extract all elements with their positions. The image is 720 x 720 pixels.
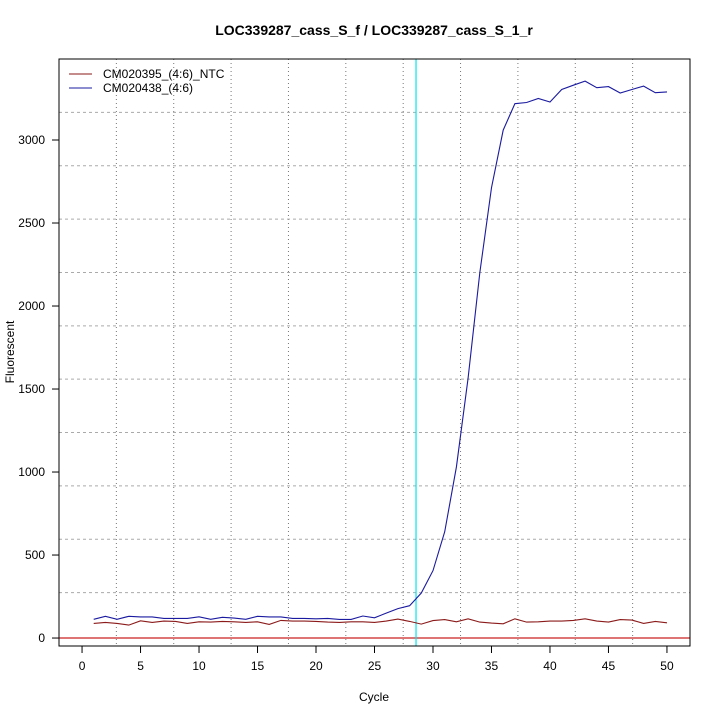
x-tick-label: 0 [79,659,86,673]
y-tick-label: 1500 [18,382,45,396]
chart-title: LOC339287_cass_S_f / LOC339287_cass_S_1_… [215,22,533,38]
series-line-1 [93,618,668,626]
y-tick-label: 0 [38,631,45,645]
x-tick-label: 45 [602,659,616,673]
x-tick-label: 5 [137,659,144,673]
legend-label-2: CM020438_(4:6) [103,81,193,95]
x-axis-label: Cycle [359,690,389,704]
x-axis: 0 5 10 15 20 25 30 35 40 45 50 [79,645,674,673]
y-tick-label: 1000 [18,465,45,479]
x-tick-label: 20 [309,659,323,673]
y-tick-label: 2000 [18,299,45,313]
x-tick-label: 15 [251,659,265,673]
chart-marks [59,59,690,646]
x-tick-label: 35 [485,659,499,673]
x-tick-label: 50 [660,659,674,673]
y-axis: 0 500 1000 1500 2000 2500 3000 [18,133,60,645]
plot-box [58,58,691,647]
series-line-2 [93,80,668,620]
y-tick-label: 2500 [18,216,45,230]
y-tick-label: 500 [25,548,45,562]
x-tick-label: 30 [426,659,440,673]
legend-label-1: CM020395_(4:6)_NTC [103,67,225,81]
x-tick-label: 25 [368,659,382,673]
x-tick-label: 10 [192,659,206,673]
grid [59,59,690,646]
y-tick-label: 3000 [18,133,45,147]
y-axis-label: Fluorescent [3,320,17,383]
x-tick-label: 40 [543,659,557,673]
